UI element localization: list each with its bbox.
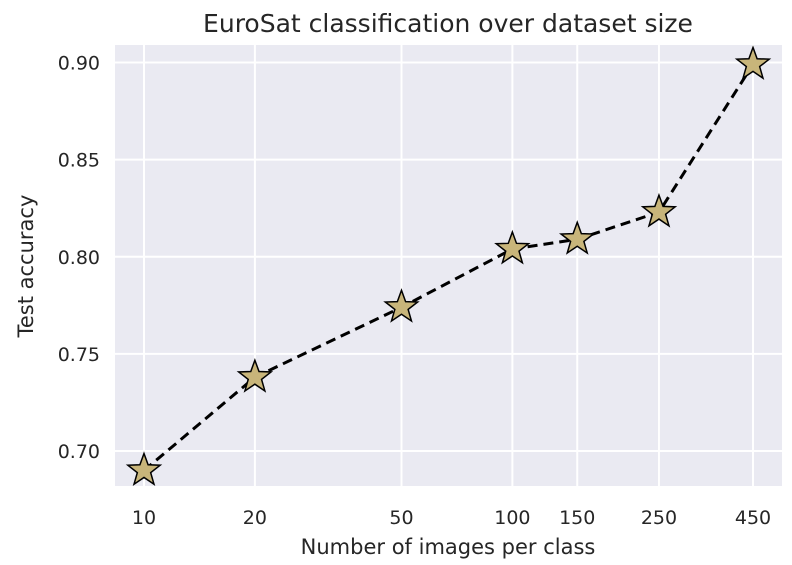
data-point-star [383,288,420,323]
x-tick-label: 20 [243,507,267,529]
data-point-star [236,358,274,393]
x-tick-label: 10 [132,507,156,529]
data-point-star [558,220,596,255]
series-markers [125,45,772,486]
x-tick-label: 100 [494,507,530,529]
chart-title: EuroSat classification over dataset size [203,9,693,38]
y-tick-label: 0.85 [58,150,100,172]
plot-area [115,45,782,486]
data-point-star [640,192,678,228]
x-tick-label: 150 [559,507,595,529]
x-tick-labels: 10 20 50 100 150 250 450 [132,507,771,529]
grid-lines [115,45,782,486]
x-tick-label: 450 [735,507,771,529]
x-tick-label: 250 [641,507,677,529]
y-tick-labels: 0.70 0.75 0.80 0.85 0.90 [58,52,100,463]
y-tick-label: 0.80 [58,247,100,269]
data-point-star [125,451,163,486]
data-point-star [734,45,772,80]
y-axis-label: Test accuracy [14,195,38,339]
x-tick-label: 50 [389,507,413,529]
x-axis-label: Number of images per class [301,535,596,559]
y-tick-label: 0.90 [58,52,100,74]
y-tick-label: 0.70 [58,441,100,463]
data-point-star [494,229,531,265]
y-tick-label: 0.75 [58,344,100,366]
